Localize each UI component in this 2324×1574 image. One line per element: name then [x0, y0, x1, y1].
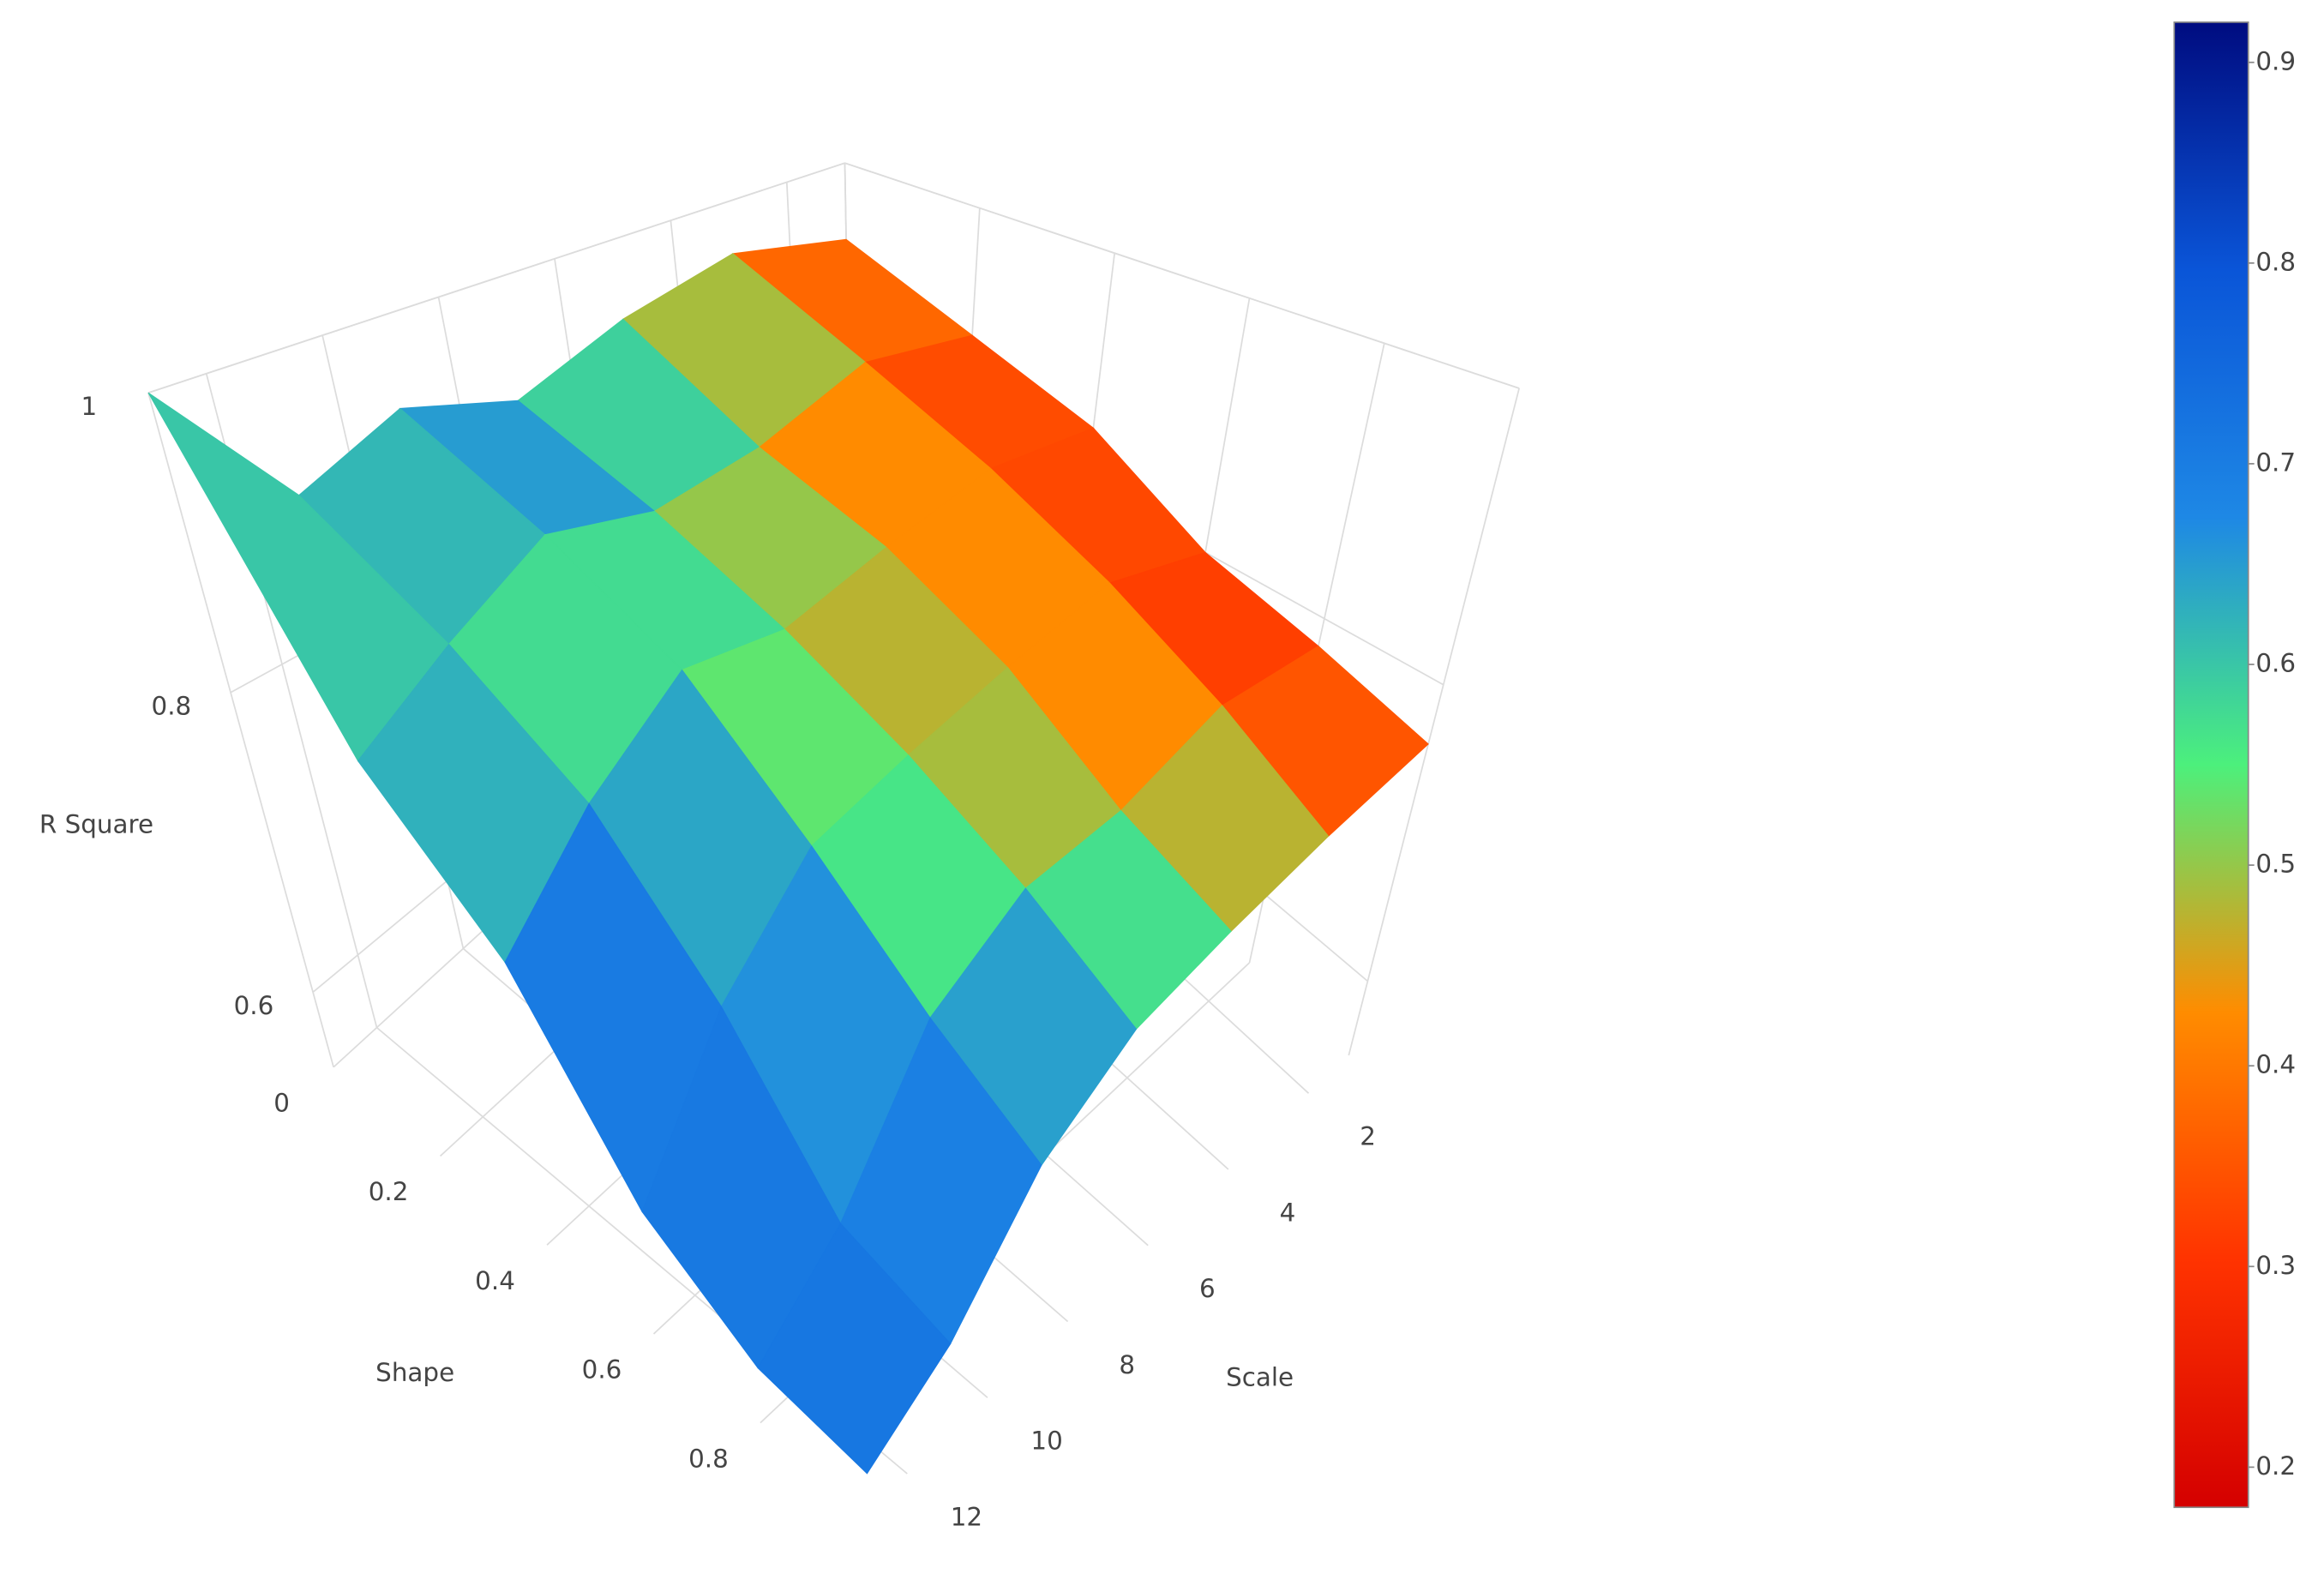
- axis-labels: R Square Shape Scale 00.20.40.60.8246810…: [39, 392, 1376, 1531]
- z-tick-label: 0.8: [152, 692, 192, 721]
- x-axis-title: Shape: [375, 1358, 454, 1387]
- box-edge: [844, 162, 1520, 389]
- y-tick-label: 4: [1280, 1198, 1296, 1227]
- y-tick-label: 6: [1199, 1274, 1216, 1303]
- y-tick-label: 12: [951, 1502, 982, 1531]
- colorbar-tick-label: 0.8: [2255, 247, 2296, 276]
- surface: [147, 238, 1429, 1475]
- box-edge: [147, 162, 845, 394]
- surface-patch: [757, 1223, 952, 1475]
- y-tick-label: 10: [1030, 1427, 1062, 1456]
- colorbar: 0.2 0.3 0.4 0.5 0.6 0.7 0.8 0.9: [2173, 21, 2296, 1509]
- box-edge: [147, 392, 334, 1067]
- colorbar-tick-label: 0.5: [2255, 850, 2296, 879]
- z-tick-label: 1: [81, 392, 97, 421]
- colorbar-tick-label: 0.6: [2255, 649, 2296, 678]
- colorbar-scale: [2173, 21, 2249, 1509]
- x-tick-label: 0.2: [369, 1177, 409, 1206]
- x-tick-label: 0.6: [582, 1355, 622, 1385]
- colorbar-tick-label: 0.3: [2255, 1251, 2296, 1280]
- colorbar-tick-label: 0.2: [2255, 1451, 2296, 1481]
- colorbar-tick-label: 0.9: [2255, 46, 2296, 75]
- y-tick-label: 8: [1119, 1350, 1135, 1379]
- colorbar-tick-label: 0.4: [2255, 1050, 2296, 1079]
- colorbar-tick-label: 0.7: [2255, 448, 2296, 477]
- x-tick-label: 0.4: [475, 1266, 515, 1295]
- z-tick-label: 0.6: [234, 991, 274, 1020]
- y-axis-title: Scale: [1226, 1362, 1294, 1391]
- x-tick-label: 0.8: [688, 1444, 729, 1473]
- x-tick-label: 0: [273, 1088, 290, 1117]
- z-axis-title: R Square: [39, 809, 153, 838]
- box-edge: [1348, 387, 1520, 1056]
- y-tick-label: 2: [1360, 1122, 1376, 1151]
